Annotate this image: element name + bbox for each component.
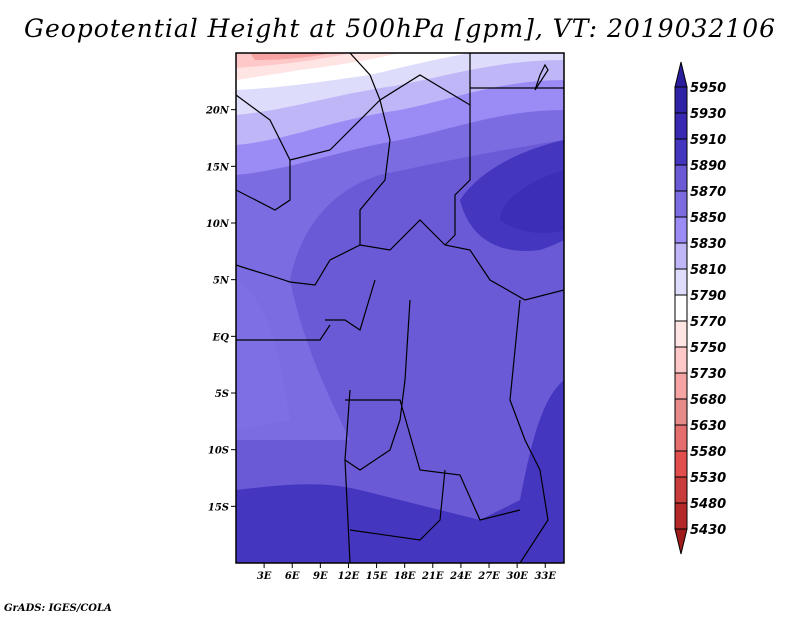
credit-label: GrADS: IGES/COLA [4,603,112,614]
contour-field [236,53,564,563]
colorbar-label: 5680 [690,393,726,408]
colorbar-box [674,320,688,348]
chart-title: Geopotential Height at 500hPa [gpm], VT:… [23,14,777,43]
colorbar-label: 5730 [690,367,726,382]
colorbar: 5950 5930 5910 5890 5870 5850 5830 5810 5790 5770… [674,61,726,555]
x-tick-label: 3E [257,571,272,582]
map-frame [235,52,565,564]
colorbar-arrow-top [674,61,688,88]
colorbar-label: 5480 [690,497,726,512]
colorbar-label: 5890 [690,159,726,174]
colorbar-label: 5950 [690,81,726,96]
x-tick-label: 21E [421,571,444,582]
colorbar-label: 5850 [690,211,726,226]
colorbar-label: 5630 [690,419,726,434]
x-axis-ticks: 3E 6E 9E 12E 15E 18E 21E 24E 27E 30E 33E [257,563,556,582]
colorbar-label: 5830 [690,237,726,252]
colorbar-box [674,216,688,244]
y-tick-label: 15S [208,502,229,513]
y-tick-label: 5N [213,276,230,287]
colorbar-label: 5430 [690,523,726,538]
band-5680 [250,53,330,60]
colorbar-box [674,372,688,400]
colorbar-box [674,424,688,452]
colorbar-box [674,294,688,322]
colorbar-label: 5750 [690,341,726,356]
x-tick-label: 15E [366,571,388,582]
colorbar-label: 5810 [690,263,726,278]
colorbar-box [674,502,688,530]
colorbar-arrow-bottom [674,528,688,555]
colorbar-box [674,476,688,504]
colorbar-box [674,398,688,426]
x-tick-label: 12E [338,571,360,582]
colorbar-label: 5580 [690,445,726,460]
y-tick-label: 20N [205,106,230,117]
colorbar-box [674,268,688,296]
colorbar-box [674,346,688,374]
x-tick-label: 24E [449,571,472,582]
y-tick-label: 15N [206,162,230,173]
colorbar-box [674,164,688,192]
colorbar-label: 5910 [690,133,726,148]
colorbar-label: 5870 [690,185,726,200]
colorbar-label: 5770 [690,315,726,330]
colorbar-box [674,86,688,114]
y-axis-ticks: 20N 15N 10N 5N EQ 5S 10S 15S [205,106,236,513]
country-borders [236,53,564,563]
y-tick-label: EQ [212,332,230,343]
x-tick-label: 30E [506,571,528,582]
x-tick-label: 9E [313,571,328,582]
colorbar-box [674,138,688,166]
y-tick-label: 5S [215,389,229,400]
colorbar-box [674,450,688,478]
y-tick-label: 10N [206,219,230,230]
band-5850-west [236,280,290,430]
band-5890-se [236,380,564,563]
colorbar-label: 5530 [690,471,726,486]
colorbar-box [674,112,688,140]
band-5910-ne [500,170,564,233]
x-tick-label: 33E [534,571,556,582]
colorbar-box [674,242,688,270]
x-tick-label: 6E [285,571,300,582]
colorbar-label: 5930 [690,107,726,122]
colorbar-box [674,190,688,218]
y-tick-label: 10S [208,446,229,457]
colorbar-label: 5790 [690,289,726,304]
x-tick-label: 27E [477,571,500,582]
x-tick-label: 18E [394,571,416,582]
